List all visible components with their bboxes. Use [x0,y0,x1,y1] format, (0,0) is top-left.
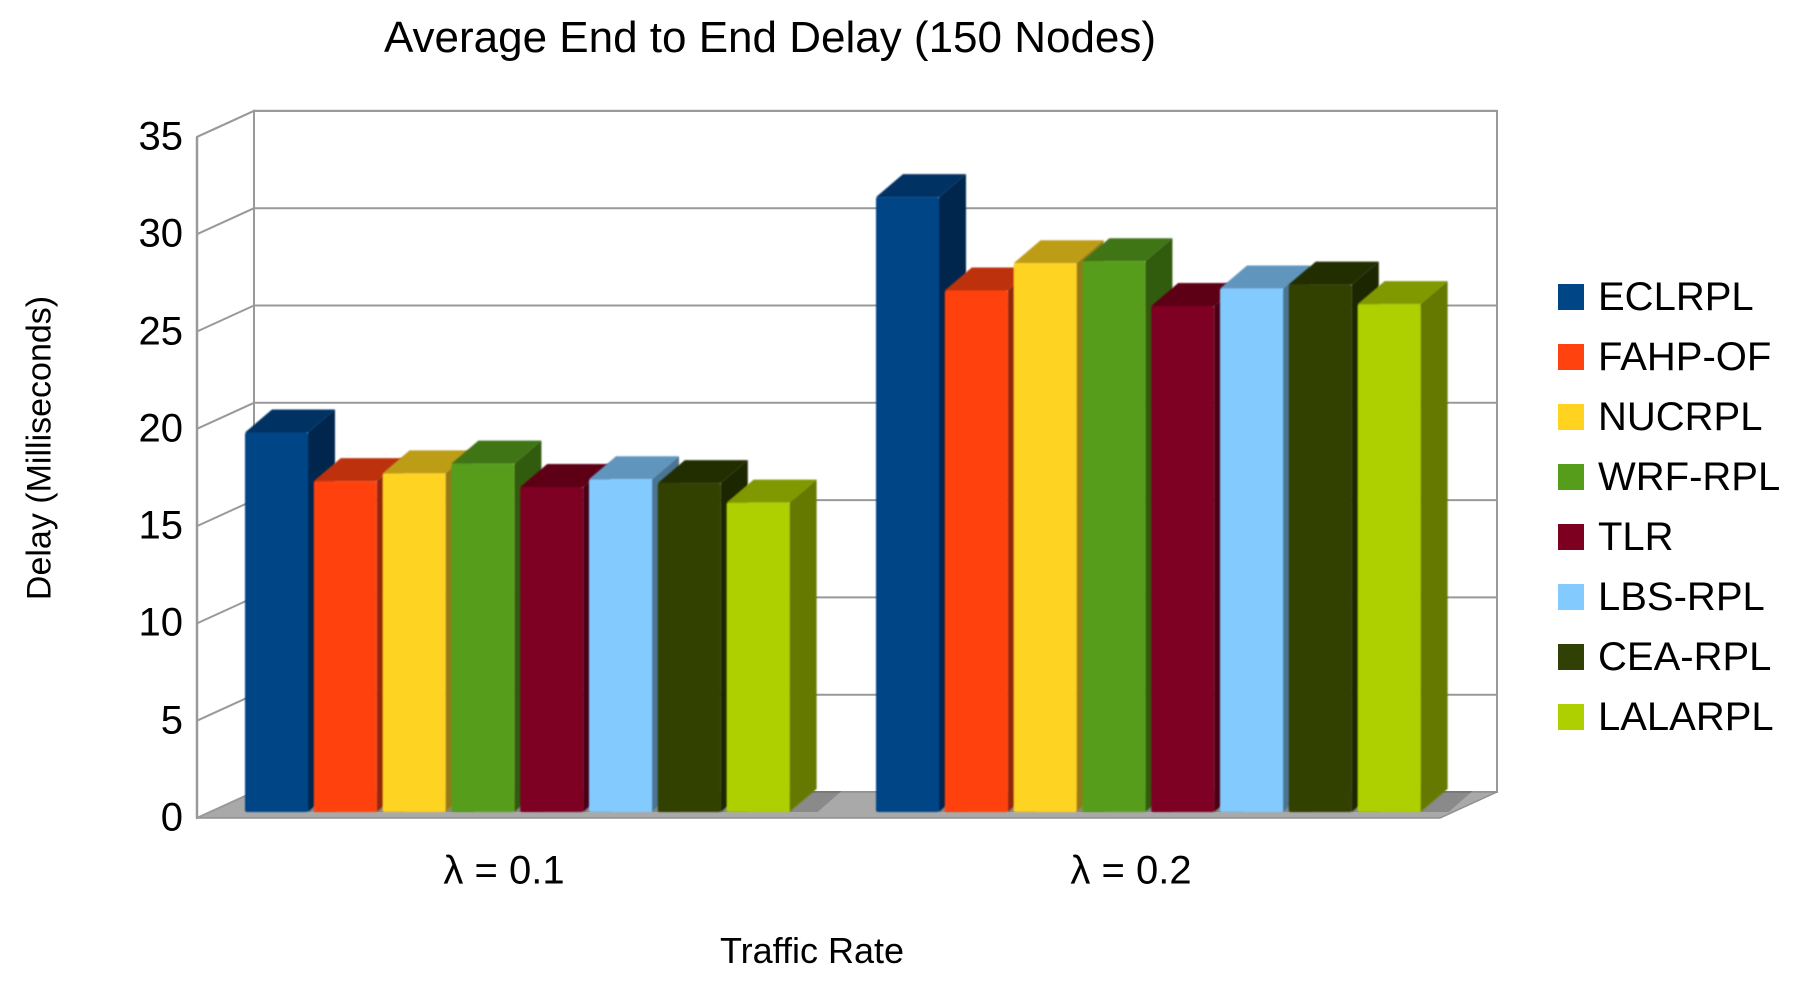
bar-top-face [589,456,679,480]
y-tick-label-5: 5 [160,698,183,743]
bar-top-face [245,409,335,433]
legend-swatch-icon [1558,284,1584,310]
y-tick-label-0: 0 [160,795,183,840]
bar-front-face [1357,304,1421,812]
gridline-tick-connector [196,791,255,819]
y-tick-label-30: 30 [138,211,184,256]
y-tick-label-20: 20 [138,406,184,451]
category-label-lambda-0.2: λ = 0.2 [1070,848,1192,893]
legend-item-LBS-RPL: LBS-RPL [1558,577,1765,617]
bar-top-face [313,458,404,482]
y-tick-label-15: 15 [138,503,184,548]
legend-item-TLR: TLR [1558,517,1674,557]
gridline-tick-connector [196,401,255,430]
legend-label: CEA-RPL [1598,635,1772,679]
bar-front-face [726,502,790,812]
bar-LALARPL-1 [1357,281,1448,812]
legend-item-CEA-RPL: CEA-RPL [1558,637,1771,677]
legend-label: FAHP-OF [1598,335,1772,379]
legend-swatch-icon [1558,704,1584,730]
y-axis-title: Delay (Milliseconds) [20,295,59,601]
bar-front-face [1220,288,1283,812]
bar-top-face [1220,265,1310,289]
bar-front-face [657,483,721,812]
gridline-tick-connector [196,693,255,722]
legend-swatch-icon [1558,404,1584,430]
y-tick-label-10: 10 [138,600,184,645]
gridline-tick-connector [196,207,255,236]
bar-top-face [944,267,1035,291]
x-axis-title: Traffic Rate [719,930,905,971]
bar-top-face [657,460,748,484]
legend-label: NUCRPL [1598,395,1763,439]
legend-swatch-icon [1558,524,1584,550]
bar-front-face [944,290,1008,812]
legend-item-LALARPL: LALARPL [1558,697,1774,737]
bar-front-face [1151,306,1215,812]
bar-shadow [1420,791,1473,812]
bar-top-face [382,450,473,474]
legend-label: LBS-RPL [1598,575,1765,619]
bar-front-face [245,432,308,812]
bar-front-face [520,487,584,812]
gridline-tick-connector [196,304,255,333]
legend-swatch-icon [1558,344,1584,370]
gridline-tick-connector [196,109,255,138]
bar-top-face [1082,238,1173,262]
legend-item-ECLRPL: ECLRPL [1558,277,1754,317]
legend-label: TLR [1598,515,1674,559]
bar-front-face [313,481,377,812]
bar-front-face [1013,263,1077,812]
category-label-lambda-0.1: λ = 0.1 [443,848,565,893]
bar-front-face [1082,261,1146,813]
bar-front-face [1288,284,1352,812]
legend-label: WRF-RPL [1598,455,1781,499]
bar-top-face [1357,281,1448,305]
bar-front-face [382,473,446,812]
gridline-tick-connector [196,499,255,528]
bar-top-face [876,174,966,198]
legend-swatch-icon [1558,644,1584,670]
bar-top-face [1288,261,1379,285]
bar-front-face [451,463,515,812]
bar-shadow [789,791,842,812]
bar-top-face [451,440,542,464]
bar-front-face [589,479,652,812]
bar-LALARPL-0 [726,479,817,812]
y-tick-label-35: 35 [138,114,184,159]
legend-swatch-icon [1558,464,1584,490]
bar-side-face [1420,281,1448,812]
legend-label: ECLRPL [1598,275,1754,319]
bar-top-face [1013,240,1104,264]
chart-title: Average End to End Delay (150 Nodes) [383,13,1157,62]
gridline-tick-connector [196,596,255,625]
legend-swatch-icon [1558,584,1584,610]
legend-item-WRF-RPL: WRF-RPL [1558,457,1780,497]
legend-item-NUCRPL: NUCRPL [1558,397,1762,437]
bar-top-face [726,479,817,503]
legend-label: LALARPL [1598,695,1774,739]
bar-top-face [1151,283,1242,307]
y-tick-label-25: 25 [138,309,184,353]
legend-item-FAHP-OF: FAHP-OF [1558,337,1771,377]
bar-top-face [520,464,611,488]
bar-front-face [876,197,939,813]
bar-side-face [789,479,817,812]
